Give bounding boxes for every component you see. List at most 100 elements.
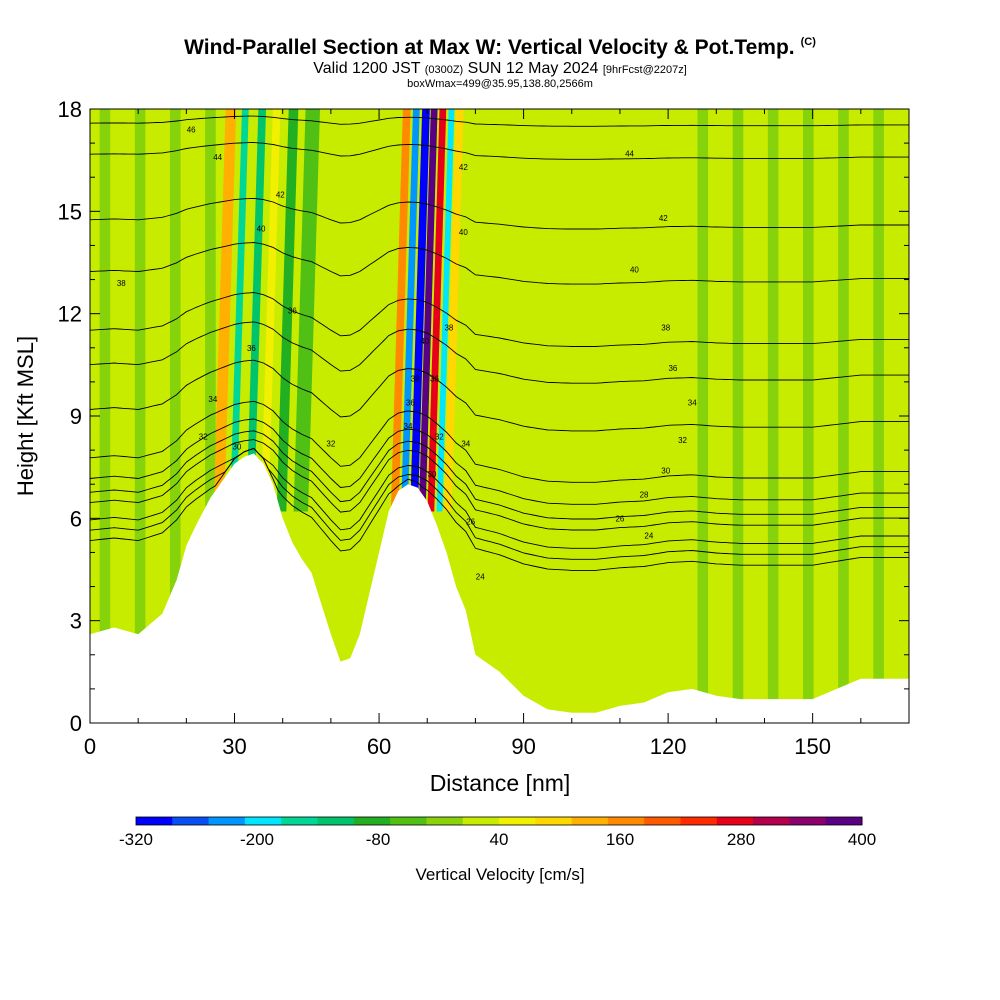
isentrope-label: 30	[661, 467, 670, 476]
chart-title: Wind-Parallel Section at Max W: Vertical…	[0, 36, 1000, 60]
isentrope-label: 34	[208, 395, 217, 404]
colorbar-tick-label: 40	[490, 830, 509, 849]
weak-draft-band	[732, 109, 744, 723]
vertical-velocity-column	[418, 109, 438, 512]
isentrope-label: 26	[466, 518, 475, 527]
valid-prefix: Valid 1200 JST	[313, 60, 421, 77]
colorbar-segment	[390, 817, 427, 825]
colorbar-segment	[353, 817, 391, 825]
colorbar-segment	[244, 817, 282, 825]
isentrope-label: 42	[659, 214, 668, 223]
isentrope-label: 38	[444, 323, 453, 332]
weak-draft-band	[908, 109, 909, 723]
weak-draft-band	[873, 109, 884, 723]
isentrope-label: 36	[406, 398, 415, 407]
isentrope-label: 40	[459, 228, 468, 237]
vertical-velocity-column	[390, 109, 411, 512]
isentrope-label: 34	[404, 422, 413, 431]
vertical-velocity-column	[246, 109, 267, 512]
isentrope-line	[90, 321, 909, 384]
colorbar-tick-label: 280	[727, 830, 755, 849]
isentrope-label: 32	[199, 432, 208, 441]
colorbar-frame	[135, 816, 863, 826]
isentrope-label: 34	[461, 439, 470, 448]
colorbar-tick-label: 400	[848, 830, 876, 849]
y-axis-label: Height [Kft MSL]	[13, 336, 38, 496]
vertical-velocity-column	[410, 109, 430, 512]
isentrope-line	[90, 242, 909, 285]
colorbar-segment	[499, 817, 536, 825]
x-tick-label: 30	[222, 734, 246, 759]
isentrope-line	[90, 115, 909, 127]
isentrope-line	[90, 430, 909, 520]
terrain	[90, 453, 909, 723]
y-tick-label: 9	[70, 404, 82, 429]
weak-draft-band	[767, 109, 779, 723]
x-tick-label: 150	[794, 734, 831, 759]
colorbar: -320 -200 -80 40 160 280 400	[119, 816, 876, 849]
vertical-velocity-column	[443, 109, 464, 512]
colorbar-segment	[281, 817, 318, 825]
isentrope-label: 24	[644, 531, 653, 540]
x-tick-label: 60	[367, 734, 391, 759]
colorbar-segment	[753, 817, 790, 825]
weak-draft-band	[205, 109, 216, 723]
vertical-velocity-column	[260, 109, 281, 512]
y-tick-label: 0	[70, 711, 82, 736]
isentrope-labels: 46 44 42 40 38 36 36 34 32 30 32 34 36 38 40 36 38 40 42 30…	[117, 125, 697, 581]
weak-draft-band	[803, 109, 814, 723]
colorbar-label: Vertical Velocity [cm/s]	[415, 865, 584, 884]
colorbar-segment	[680, 817, 718, 825]
terrain-mask	[90, 453, 909, 723]
isentrope-label: 28	[640, 490, 649, 499]
isentrope-line	[90, 197, 909, 230]
isentrope-line	[90, 400, 909, 483]
isentrope-label: 38	[411, 374, 420, 383]
isentrope-label: 44	[625, 149, 634, 158]
y-tick-label: 12	[58, 302, 82, 327]
isentrope-line	[90, 447, 909, 571]
colorbar-segment	[716, 817, 754, 825]
vertical-velocity-column	[436, 109, 455, 512]
isentrope-label: 36	[668, 364, 677, 373]
colorbar-segment	[462, 817, 500, 825]
valid-utc: (0300Z)	[424, 64, 464, 76]
vertical-velocity-column	[276, 109, 299, 512]
y-tick-label: 3	[70, 609, 82, 634]
weak-draft-band	[169, 109, 181, 723]
isentrope-line	[90, 418, 909, 505]
valid-date: SUN 12 May 2024	[467, 60, 599, 77]
box-info: boxWmax=499@35.95,138.80,2566m	[407, 78, 593, 90]
colorbar-segment	[644, 817, 681, 825]
colorbar-segment	[426, 817, 464, 825]
isentrope-label: 30	[428, 470, 437, 479]
colorbar-segment	[571, 817, 609, 825]
isentrope-label: 36	[288, 306, 297, 315]
isentrope-label: 30	[232, 443, 241, 452]
colorbar-segment	[136, 817, 173, 825]
colorbar-tick-label: -80	[366, 830, 391, 849]
isentrope-label: 40	[257, 224, 266, 233]
copyright-mark: (C)	[800, 36, 816, 48]
isentrope-label: 46	[187, 125, 196, 134]
y-tick-label: 18	[58, 97, 82, 122]
colorbar-segment	[172, 817, 210, 825]
x-tick-label: 120	[650, 734, 687, 759]
isentrope-label: 32	[326, 439, 335, 448]
x-tick-label: 90	[511, 734, 535, 759]
isentrope-label: 42	[459, 163, 468, 172]
isentrope-label: 24	[476, 572, 485, 581]
colorbar-segment	[317, 817, 355, 825]
forecast-info: [9hrFcst@2207z]	[602, 64, 687, 76]
isentrope-label: 34	[688, 398, 697, 407]
y-tick-label: 6	[70, 506, 82, 531]
isentrope-line	[90, 142, 909, 160]
isentrope-line	[90, 359, 909, 432]
chart-title-text: Wind-Parallel Section at Max W: Vertical…	[184, 36, 795, 59]
x-axis-label: Distance [nm]	[430, 770, 571, 796]
vertical-velocity-column	[427, 109, 447, 512]
vertical-velocity-column	[401, 109, 420, 512]
colorbar-segment	[825, 817, 863, 825]
